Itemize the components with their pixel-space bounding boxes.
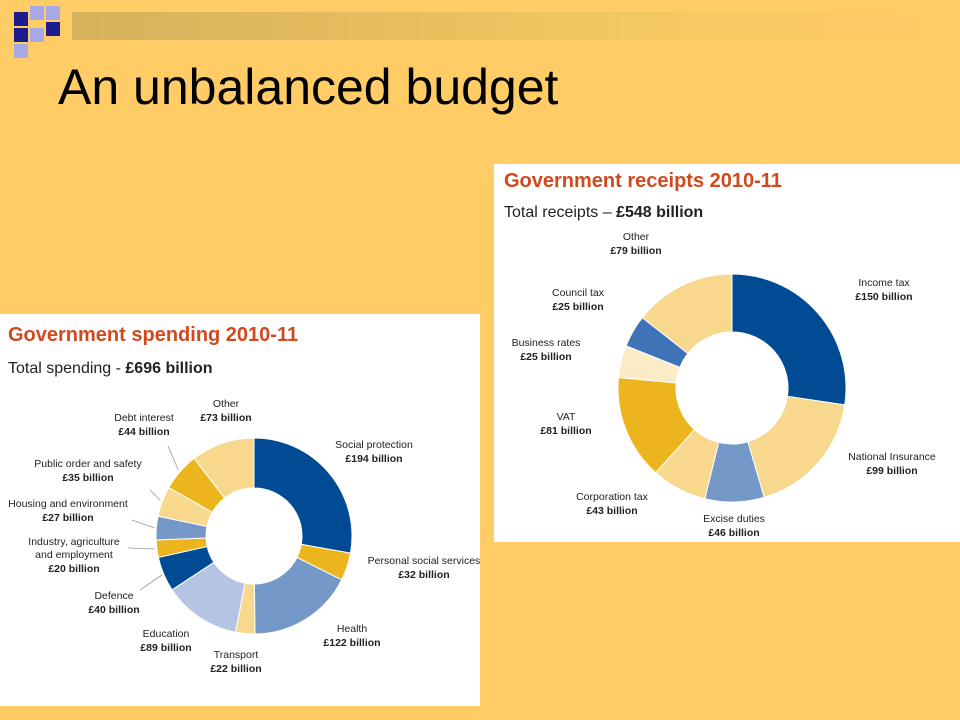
spending-label-name-health-0: Health xyxy=(337,623,368,635)
spending-label-name-public-order-and-safety-0: Public order and safety xyxy=(34,458,142,470)
title-gradient-bar xyxy=(72,12,932,40)
spending-chart-title: Government spending 2010-11 xyxy=(8,324,298,346)
spending-label-social-protection: Social protection £194 billion xyxy=(335,439,413,465)
receipts-label-name-national-insurance-0: National Insurance xyxy=(848,451,936,463)
receipts-label-name-corporation-tax-0: Corporation tax xyxy=(576,491,649,503)
receipts-label-other: Other £79 billion xyxy=(610,231,661,257)
receipts-chart-subtitle: Total receipts – £548 billion xyxy=(504,204,703,221)
spending-label-value-other: £73 billion xyxy=(200,412,251,424)
deco-square-lavender-4 xyxy=(14,44,28,58)
receipts-label-business-rates: Business rates £25 billion xyxy=(512,337,581,363)
receipts-donut-chart: Government receipts 2010-11 Total receip… xyxy=(504,170,936,539)
spending-leader-public-order-and-safety xyxy=(149,489,161,502)
receipts-label-value-corporation-tax: £43 billion xyxy=(586,505,637,517)
spending-slice-social-protection xyxy=(253,437,353,554)
receipts-label-corporation-tax: Corporation tax £43 billion xyxy=(576,491,649,517)
spending-label-name-transport-0: Transport xyxy=(214,649,259,661)
spending-label-name-debt-interest-0: Debt interest xyxy=(114,412,174,424)
receipts-label-value-business-rates: £25 billion xyxy=(520,351,571,363)
spending-leader-housing-and-environment xyxy=(131,519,155,529)
spending-label-name-other-0: Other xyxy=(213,398,240,410)
spending-label-transport: Transport £22 billion xyxy=(210,649,261,675)
spending-label-public-order-and-safety: Public order and safety £35 billion xyxy=(34,458,142,484)
receipts-label-income-tax: Income tax £150 billion xyxy=(855,277,912,303)
spending-leader-debt-interest xyxy=(167,445,179,471)
receipts-label-value-national-insurance: £99 billion xyxy=(866,465,917,477)
receipts-label-value-other: £79 billion xyxy=(610,245,661,257)
spending-label-personal-social-services: Personal social services £32 billion xyxy=(368,555,480,581)
spending-chart-subtitle: Total spending - £696 billion xyxy=(8,360,213,377)
deco-square-lavender-1 xyxy=(30,6,44,20)
deco-square-lavender-3 xyxy=(30,28,44,42)
spending-label-value-defence: £40 billion xyxy=(88,604,139,616)
receipts-label-name-council-tax-0: Council tax xyxy=(552,287,605,299)
spending-label-value-industry-agriculture-and-employment: £20 billion xyxy=(48,563,99,575)
spending-subtitle-total: £696 billion xyxy=(125,360,212,377)
spending-slice-other xyxy=(193,437,255,499)
receipts-label-national-insurance: National Insurance £99 billion xyxy=(848,451,936,477)
spending-label-name-social-protection-0: Social protection xyxy=(335,439,413,451)
spending-label-value-debt-interest: £44 billion xyxy=(118,426,169,438)
spending-label-value-health: £122 billion xyxy=(323,637,380,649)
receipts-label-value-vat: £81 billion xyxy=(540,425,591,437)
receipts-label-name-vat-0: VAT xyxy=(557,411,576,423)
deco-square-navy-3 xyxy=(46,22,60,36)
deco-square-navy-1 xyxy=(14,12,28,26)
receipts-slice-income-tax xyxy=(731,273,847,406)
spending-label-health: Health £122 billion xyxy=(323,623,380,649)
receipts-slice-other xyxy=(641,273,733,355)
receipts-label-council-tax: Council tax £25 billion xyxy=(552,287,605,313)
receipts-subtitle-total: £548 billion xyxy=(616,204,703,221)
receipts-subtitle-prefix: Total receipts – xyxy=(504,204,616,221)
spending-label-value-transport: £22 billion xyxy=(210,663,261,675)
receipts-label-value-excise-duties: £46 billion xyxy=(708,527,759,539)
spending-label-housing-and-environment: Housing and environment £27 billion xyxy=(8,498,128,524)
receipts-label-vat: VAT £81 billion xyxy=(540,411,591,437)
spending-label-name-housing-and-environment-0: Housing and environment xyxy=(8,498,128,510)
receipts-label-value-income-tax: £150 billion xyxy=(855,291,912,303)
spending-label-name-defence-0: Defence xyxy=(94,590,133,602)
spending-label-name-personal-social-services-0: Personal social services xyxy=(368,555,480,567)
spending-label-value-personal-social-services: £32 billion xyxy=(398,569,449,581)
spending-label-defence: Defence £40 billion xyxy=(88,590,139,616)
spending-leader-industry-agriculture-and-employment xyxy=(127,547,155,550)
spending-donut-chart: Government spending 2010-11 Total spendi… xyxy=(8,324,480,675)
spending-label-education: Education £89 billion xyxy=(140,628,191,654)
receipts-chart-title: Government receipts 2010-11 xyxy=(504,170,782,192)
slide-title: An unbalanced budget xyxy=(58,59,559,115)
receipts-label-name-other-0: Other xyxy=(623,231,650,243)
spending-label-value-housing-and-environment: £27 billion xyxy=(42,512,93,524)
receipts-label-name-excise-duties-0: Excise duties xyxy=(703,513,765,525)
receipts-label-name-business-rates-0: Business rates xyxy=(512,337,581,349)
spending-label-value-social-protection: £194 billion xyxy=(345,453,402,465)
spending-leader-defence xyxy=(139,574,163,591)
spending-label-value-education: £89 billion xyxy=(140,642,191,654)
spending-chart-panel: Government spending 2010-11 Total spendi… xyxy=(0,314,480,706)
receipts-slice-national-insurance xyxy=(747,395,846,498)
spending-label-name-education-0: Education xyxy=(143,628,190,640)
spending-label-name-industry-agriculture-and-employment-1: and employment xyxy=(35,549,113,561)
spending-label-industry-agriculture-and-employment: Industry, agriculture and employment £20 b… xyxy=(28,536,120,575)
receipts-chart-panel: Government receipts 2010-11 Total receip… xyxy=(494,164,960,542)
receipts-label-name-income-tax-0: Income tax xyxy=(858,277,910,289)
spending-label-other: Other £73 billion xyxy=(200,398,251,424)
receipts-label-value-council-tax: £25 billion xyxy=(552,301,603,313)
spending-subtitle-prefix: Total spending - xyxy=(8,360,125,377)
spending-label-name-industry-agriculture-and-employment-0: Industry, agriculture xyxy=(28,536,120,548)
spending-label-debt-interest: Debt interest £44 billion xyxy=(114,412,174,438)
deco-square-navy-2 xyxy=(14,28,28,42)
spending-label-value-public-order-and-safety: £35 billion xyxy=(62,472,113,484)
receipts-label-excise-duties: Excise duties £46 billion xyxy=(703,513,765,539)
deco-square-lavender-2 xyxy=(46,6,60,20)
